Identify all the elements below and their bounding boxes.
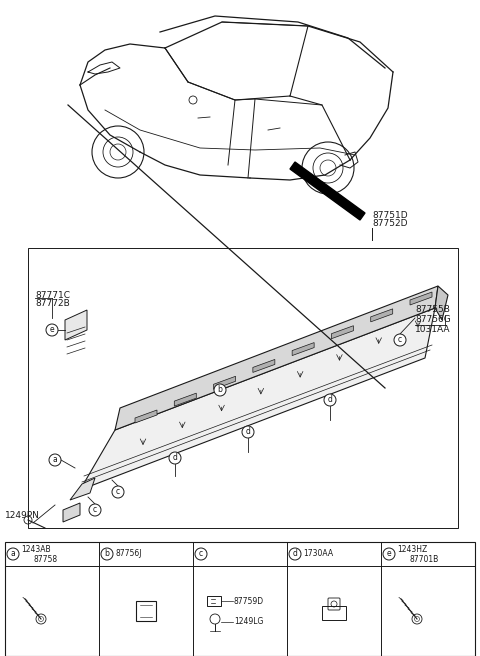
Text: 1243AB: 1243AB [21, 546, 50, 554]
Text: 87758: 87758 [33, 554, 57, 564]
Polygon shape [435, 286, 448, 320]
Text: 1249LG: 1249LG [234, 617, 264, 626]
Circle shape [195, 548, 207, 560]
Circle shape [169, 452, 181, 464]
Circle shape [383, 548, 395, 560]
Text: c: c [398, 335, 402, 344]
Circle shape [242, 426, 254, 438]
Text: d: d [327, 396, 333, 405]
Polygon shape [65, 310, 87, 340]
Text: 87752D: 87752D [372, 220, 408, 228]
Polygon shape [331, 326, 353, 338]
Circle shape [49, 454, 61, 466]
Text: e: e [50, 325, 54, 335]
Text: 1031AA: 1031AA [415, 325, 451, 335]
Text: 87701B: 87701B [409, 554, 438, 564]
Text: 1249PN: 1249PN [5, 510, 40, 520]
Text: d: d [293, 550, 298, 558]
Text: c: c [93, 506, 97, 514]
Circle shape [112, 486, 124, 498]
Text: 87756J: 87756J [115, 550, 142, 558]
Text: a: a [11, 550, 15, 558]
Circle shape [46, 324, 58, 336]
Polygon shape [63, 503, 80, 522]
Text: c: c [116, 487, 120, 497]
Circle shape [394, 334, 406, 346]
Circle shape [214, 384, 226, 396]
Text: 87759D: 87759D [234, 596, 264, 605]
Polygon shape [174, 393, 196, 406]
Circle shape [89, 504, 101, 516]
Text: e: e [387, 550, 391, 558]
Text: 87771C: 87771C [35, 291, 70, 300]
Text: 87756G: 87756G [415, 314, 451, 323]
Polygon shape [290, 162, 365, 220]
Polygon shape [135, 410, 157, 423]
Text: d: d [173, 453, 178, 462]
Circle shape [7, 548, 19, 560]
Polygon shape [410, 292, 432, 305]
Circle shape [101, 548, 113, 560]
Polygon shape [253, 359, 275, 373]
Text: b: b [217, 386, 222, 394]
Bar [136, 601, 156, 621]
Text: 1730AA: 1730AA [303, 550, 333, 558]
Polygon shape [214, 377, 236, 389]
Polygon shape [80, 308, 435, 490]
Text: d: d [246, 428, 251, 436]
Text: b: b [105, 550, 109, 558]
Polygon shape [115, 286, 438, 430]
Text: c: c [199, 550, 203, 558]
Polygon shape [292, 342, 314, 356]
Text: 87772B: 87772B [35, 300, 70, 308]
Text: 1243HZ: 1243HZ [397, 546, 427, 554]
Text: a: a [53, 455, 58, 464]
Text: 87755B: 87755B [415, 306, 450, 314]
Polygon shape [70, 478, 95, 500]
Text: 87751D: 87751D [372, 211, 408, 220]
Polygon shape [371, 309, 393, 322]
Circle shape [324, 394, 336, 406]
Circle shape [289, 548, 301, 560]
